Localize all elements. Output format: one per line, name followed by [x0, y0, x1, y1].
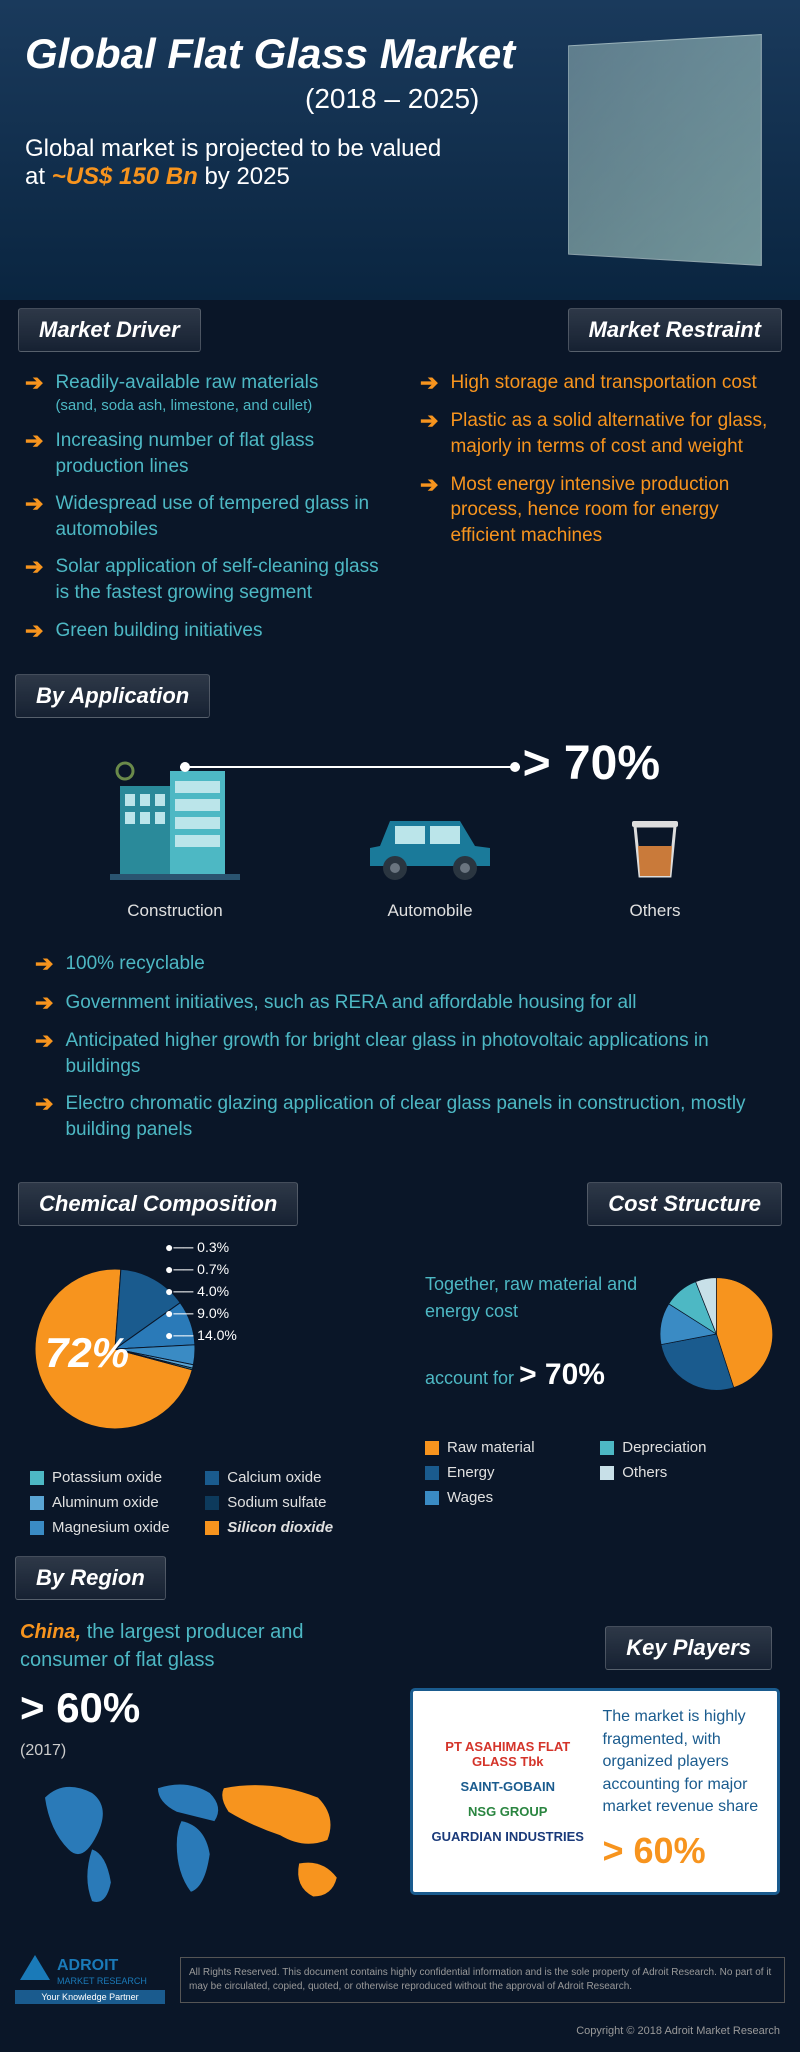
cost-header: Cost Structure: [587, 1182, 782, 1226]
chemical-col: Chemical Composition 72% ●── 0.3%●── 0.7…: [10, 1174, 395, 1541]
driver-restraint-row: Market Driver ➔Readily-available raw mat…: [0, 300, 800, 666]
application-section: > 70% Construction Automobile: [0, 726, 800, 1174]
driver-col: Market Driver ➔Readily-available raw mat…: [10, 300, 395, 666]
automobile-label: Automobile: [360, 901, 500, 921]
cost-pre: Together, raw material and energy cost: [425, 1274, 637, 1321]
region-right: Key Players PT ASAHIMAS FLAT GLASS TbkSA…: [410, 1618, 780, 1925]
restraint-col: Market Restraint ➔High storage and trans…: [405, 300, 790, 666]
keyplayers-pct: > 60%: [603, 1826, 763, 1876]
region-header: By Region: [15, 1556, 166, 1600]
keyplayers-text: The market is highly fragmented, with or…: [603, 1706, 763, 1876]
footer-legal: All Rights Reserved. This document conta…: [180, 1957, 785, 2003]
sub-at: at: [25, 163, 45, 190]
infographic-page: Global Flat Glass Market (2018 – 2025) G…: [0, 0, 800, 2052]
glass-panel-graphic: [568, 34, 762, 266]
keyplayers-header: Key Players: [605, 1626, 772, 1670]
cost-pie: [653, 1244, 780, 1424]
application-bullets: ➔100% recyclable➔Government initiatives,…: [20, 941, 780, 1164]
footer-logo: ADROIT MARKET RESEARCH Your Knowledge Pa…: [15, 1950, 165, 2010]
cost-col: Cost Structure Together, raw material an…: [405, 1174, 790, 1541]
application-header: By Application: [15, 674, 210, 718]
app-percentage: > 70%: [523, 736, 660, 791]
cost-text: Together, raw material and energy cost a…: [415, 1261, 653, 1407]
cost-mid: account for: [425, 1368, 514, 1388]
svg-text:ADROIT: ADROIT: [57, 1957, 119, 1974]
copyright: Copyright © 2018 Adroit Market Research: [0, 2025, 800, 2052]
cost-content: Together, raw material and energy cost a…: [405, 1234, 790, 1434]
sub-by: by 2025: [204, 163, 289, 190]
construction-icon: Construction: [110, 756, 240, 921]
cost-legend: Raw materialDepreciationEnergyOthersWage…: [405, 1434, 790, 1511]
region-section: China, the largest producer and consumer…: [0, 1608, 800, 1935]
region-year: (2017): [20, 1742, 390, 1760]
connector-line: [180, 766, 520, 768]
charts-row: Chemical Composition 72% ●── 0.3%●── 0.7…: [0, 1174, 800, 1541]
automobile-icon: Automobile: [360, 796, 500, 921]
chemical-header: Chemical Composition: [18, 1182, 298, 1226]
cost-pct: > 70%: [519, 1358, 605, 1391]
keyplayers-logos: PT ASAHIMAS FLAT GLASS TbkSAINT-GOBAINNS…: [428, 1706, 588, 1876]
app-icons-row: > 70% Construction Automobile: [20, 736, 780, 941]
construction-label: Construction: [110, 901, 240, 921]
sub-highlight: ~US$ 150 Bn: [52, 163, 198, 190]
region-flex: China, the largest producer and consumer…: [20, 1618, 780, 1925]
region-pct: > 60%: [20, 1684, 390, 1732]
driver-header: Market Driver: [18, 308, 201, 352]
others-icon: Others: [620, 806, 690, 921]
restraint-header: Market Restraint: [568, 308, 782, 352]
others-label: Others: [620, 901, 690, 921]
keyplayers-box: PT ASAHIMAS FLAT GLASS TbkSAINT-GOBAINNS…: [410, 1688, 780, 1894]
chemical-big-pct: 72%: [45, 1329, 129, 1377]
svg-text:Your Knowledge Partner: Your Knowledge Partner: [41, 1992, 138, 2002]
restraint-list: ➔High storage and transportation cost➔Pl…: [405, 360, 790, 571]
chemical-leaders: ●── 0.3%●── 0.7%●── 4.0%●── 9.0%●── 14.0…: [165, 1239, 237, 1349]
china-hi: China,: [20, 1621, 81, 1643]
driver-list: ➔Readily-available raw materials(sand, s…: [10, 360, 395, 666]
header: Global Flat Glass Market (2018 – 2025) G…: [0, 0, 800, 300]
svg-text:MARKET RESEARCH: MARKET RESEARCH: [57, 1976, 147, 1986]
kp-text-body: The market is highly fragmented, with or…: [603, 1708, 759, 1815]
region-left: China, the largest producer and consumer…: [20, 1618, 390, 1925]
world-map: [20, 1760, 390, 1920]
chemical-legend: Potassium oxideCalcium oxideAluminum oxi…: [10, 1464, 395, 1541]
china-text: China, the largest producer and consumer…: [20, 1618, 390, 1674]
sub-pre: Global market is projected to be valued: [25, 135, 441, 162]
footer: ADROIT MARKET RESEARCH Your Knowledge Pa…: [0, 1935, 800, 2025]
chemical-pie-wrap: 72% ●── 0.3%●── 0.7%●── 4.0%●── 9.0%●── …: [10, 1234, 395, 1464]
